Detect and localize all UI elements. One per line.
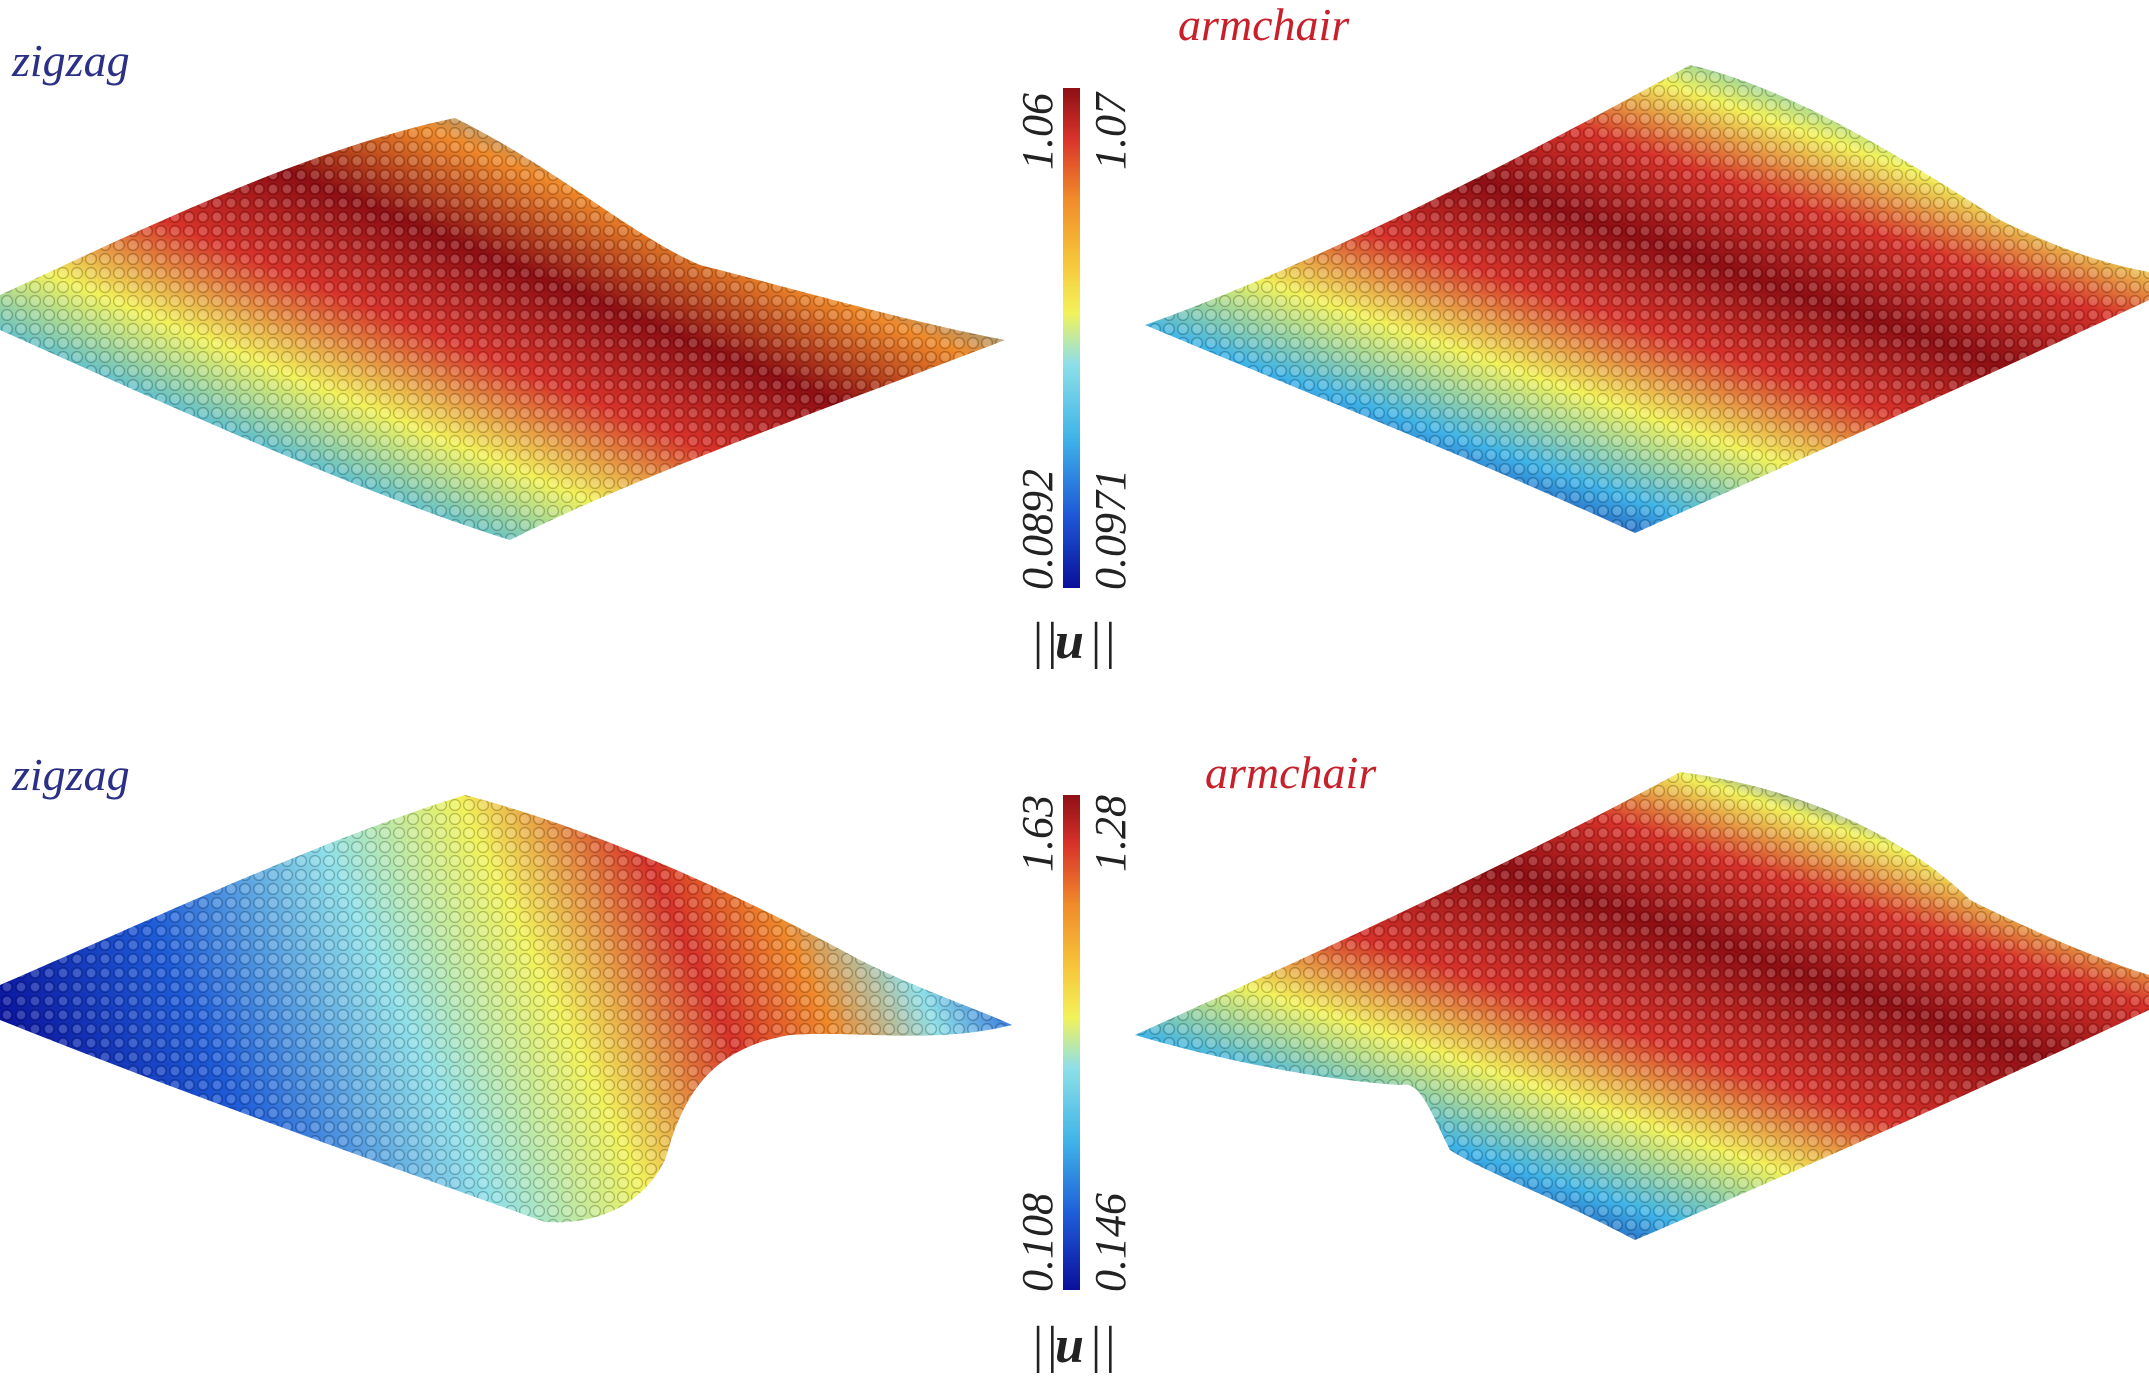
sheet-top-right: [1145, 65, 2149, 533]
svg-text:u: u: [1055, 1317, 1084, 1374]
colorbar-bottom-right-min: 0.146: [1086, 1193, 1135, 1292]
panel-label-top-right: armchair: [1178, 0, 1350, 50]
panel-label-top-left: zigzag: [11, 35, 130, 86]
sheet-bottom-left: [0, 795, 1012, 1223]
colorbar-bottom-left-max: 1.63: [1013, 795, 1062, 872]
colorbar-top-gradient: [1063, 88, 1080, 588]
svg-text:||: ||: [1030, 1317, 1059, 1374]
panel-label-bottom-right: armchair: [1205, 747, 1377, 798]
colorbar-bottom-right-max: 1.28: [1086, 795, 1135, 872]
colorbar-top-left-max: 1.06: [1013, 93, 1062, 170]
svg-text:||: ||: [1088, 1317, 1117, 1374]
colorbar-top-left-min: 0.0892: [1013, 469, 1062, 590]
sheet-bottom-right: [1135, 772, 2149, 1240]
colorbar-top: 1.06 0.0892 1.07 0.0971 || u ||: [1013, 88, 1135, 670]
panel-label-bottom-left: zigzag: [11, 749, 130, 800]
colorbar-bottom-symbol: || u ||: [1030, 1317, 1117, 1374]
svg-text:u: u: [1055, 613, 1084, 670]
colorbar-bottom-left-min: 0.108: [1013, 1193, 1062, 1292]
colorbar-top-right-max: 1.07: [1086, 91, 1135, 170]
sheet-top-left: [0, 118, 1005, 540]
colorbar-top-right-min: 0.0971: [1086, 469, 1135, 590]
svg-text:||: ||: [1030, 613, 1059, 670]
colorbar-bottom-gradient: [1063, 795, 1080, 1290]
colorbar-bottom: 1.63 0.108 1.28 0.146 || u ||: [1013, 795, 1135, 1374]
colorbar-top-symbol: || u ||: [1030, 613, 1117, 670]
svg-text:||: ||: [1088, 613, 1117, 670]
